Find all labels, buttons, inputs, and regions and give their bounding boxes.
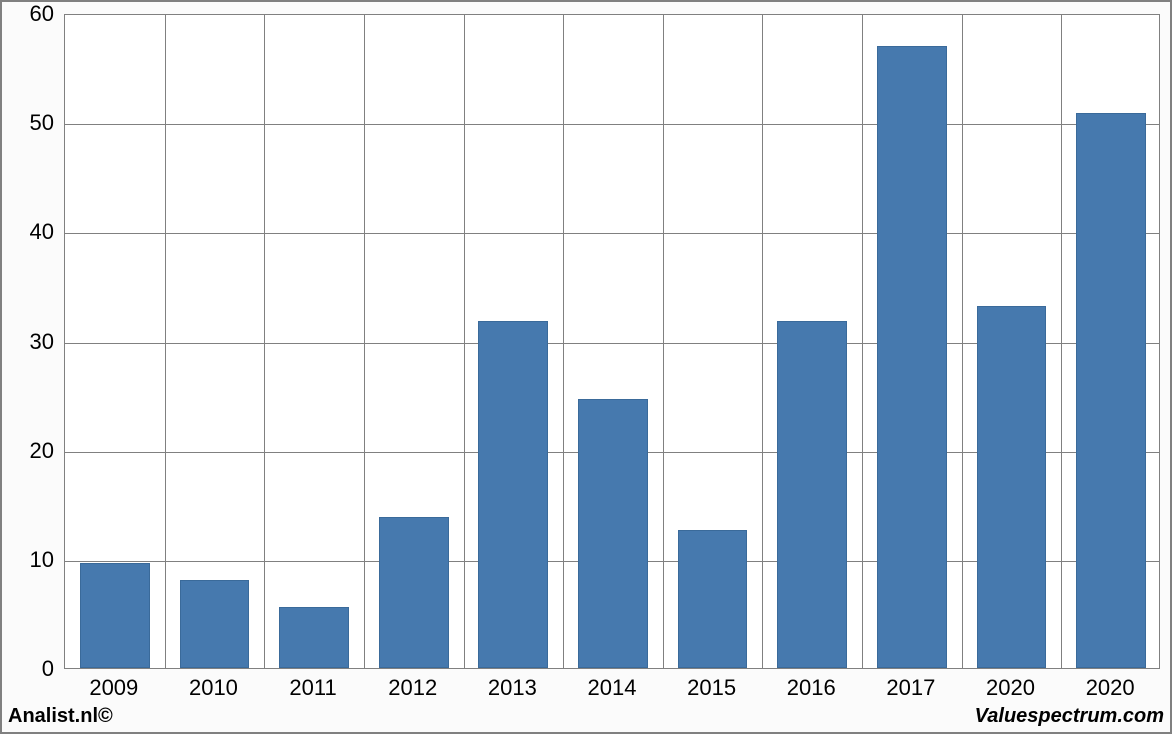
footer-right-credit: Valuespectrum.com [975,705,1164,728]
x-tick-label: 2015 [662,675,762,701]
bar [478,321,548,668]
y-tick-label: 60 [4,1,54,27]
x-tick-label: 2010 [163,675,263,701]
x-tick-label: 2011 [263,675,363,701]
bar [80,563,150,668]
chart-plot-area [64,14,1160,669]
chart-outer-frame: 0102030405060 20092010201120122013201420… [0,0,1172,734]
bar [977,306,1047,668]
x-tick-label: 2009 [64,675,164,701]
x-tick-label: 2012 [363,675,463,701]
x-tick-label: 2016 [761,675,861,701]
gridline-vertical [1061,15,1062,668]
x-tick-label: 2017 [861,675,961,701]
y-tick-label: 20 [4,438,54,464]
bar [877,46,947,668]
gridline-horizontal [65,124,1159,125]
bar [1076,113,1146,668]
footer-left-credit: Analist.nl© [8,705,113,728]
x-tick-label: 2013 [462,675,562,701]
gridline-vertical [364,15,365,668]
y-tick-label: 40 [4,219,54,245]
x-tick-label: 2020 [961,675,1061,701]
bar [578,399,648,668]
gridline-vertical [663,15,664,668]
gridline-vertical [862,15,863,668]
x-tick-label: 2020 [1060,675,1160,701]
gridline-vertical [264,15,265,668]
bar [180,580,250,668]
y-tick-label: 50 [4,110,54,136]
gridline-vertical [464,15,465,668]
y-tick-label: 30 [4,329,54,355]
bar [678,530,748,668]
y-tick-label: 0 [4,656,54,682]
x-tick-label: 2014 [562,675,662,701]
gridline-horizontal [65,233,1159,234]
bar [379,517,449,668]
bar [777,321,847,668]
gridline-vertical [165,15,166,668]
gridline-vertical [762,15,763,668]
y-tick-label: 10 [4,547,54,573]
gridline-vertical [563,15,564,668]
gridline-vertical [962,15,963,668]
bar [279,607,349,668]
